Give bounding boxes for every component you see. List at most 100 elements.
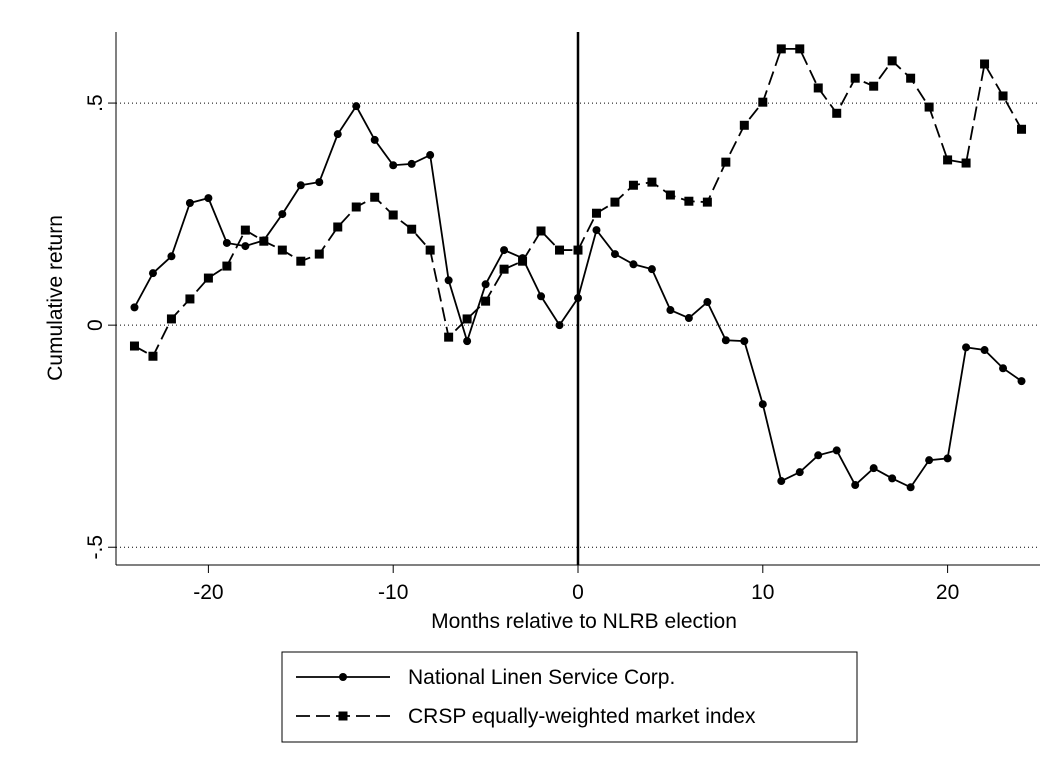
data-point	[185, 199, 194, 208]
data-point	[610, 197, 620, 207]
data-point	[148, 269, 157, 278]
data-point	[222, 261, 232, 271]
data-point	[924, 102, 934, 112]
data-point	[776, 44, 786, 54]
data-point	[241, 242, 250, 251]
data-point	[629, 260, 638, 269]
data-point	[370, 135, 379, 144]
data-point	[758, 97, 768, 107]
data-point	[518, 256, 528, 266]
data-point	[999, 364, 1008, 373]
data-point	[222, 238, 231, 247]
data-point	[351, 202, 361, 212]
data-point	[795, 44, 805, 54]
data-point	[574, 294, 582, 303]
x-tick-label: -10	[378, 581, 408, 604]
data-point	[721, 336, 730, 345]
data-point	[277, 245, 287, 255]
data-point	[352, 102, 361, 111]
legend-marker	[338, 711, 348, 721]
data-point	[388, 210, 398, 220]
data-point	[591, 208, 601, 218]
data-point	[869, 464, 878, 473]
data-point	[684, 314, 693, 323]
data-point	[814, 451, 823, 460]
data-point	[425, 245, 435, 255]
data-point	[573, 245, 583, 255]
data-point	[832, 446, 841, 455]
data-point	[444, 276, 453, 285]
data-point	[961, 158, 971, 168]
legend-box	[281, 651, 858, 743]
data-point	[740, 337, 749, 346]
data-point	[463, 337, 472, 346]
y-tick-label: -.5	[84, 535, 107, 560]
data-point	[370, 192, 380, 202]
data-point	[721, 157, 731, 167]
data-point	[702, 197, 712, 207]
data-point	[777, 477, 786, 486]
data-point	[980, 59, 990, 69]
data-point	[998, 91, 1008, 101]
legend-label: National Linen Service Corp.	[408, 666, 675, 689]
data-point	[333, 222, 343, 232]
data-point	[129, 341, 139, 351]
data-point	[813, 83, 823, 93]
data-point	[555, 321, 564, 330]
data-point	[925, 456, 934, 465]
data-point	[481, 296, 491, 306]
data-point	[943, 454, 952, 463]
data-point	[204, 194, 213, 203]
data-point	[426, 151, 435, 160]
data-point	[739, 120, 749, 130]
data-point	[647, 265, 656, 274]
x-tick-label: 0	[572, 581, 584, 604]
data-point	[610, 250, 619, 259]
legend-marker	[339, 673, 347, 681]
data-point	[166, 314, 176, 324]
data-point	[407, 159, 416, 168]
data-point	[444, 332, 454, 342]
y-axis-label: Cumulative return	[44, 215, 67, 381]
data-point	[130, 303, 139, 312]
x-tick-label: -20	[193, 581, 223, 604]
data-point	[167, 252, 176, 261]
data-point	[906, 73, 916, 83]
data-point	[296, 256, 306, 266]
data-point	[962, 343, 971, 352]
data-point	[315, 178, 324, 187]
y-tick-label: .5	[84, 94, 107, 112]
data-point	[314, 249, 324, 259]
data-point	[703, 298, 712, 307]
data-point	[278, 210, 287, 219]
data-point	[1017, 124, 1027, 134]
data-point	[499, 264, 509, 274]
data-point	[906, 483, 915, 492]
x-tick-label: 20	[936, 581, 959, 604]
data-point	[832, 108, 842, 118]
x-axis-label: Months relative to NLRB election	[431, 610, 737, 633]
data-point	[684, 196, 694, 206]
data-point	[850, 73, 860, 83]
data-point	[537, 292, 546, 301]
data-point	[887, 56, 897, 66]
data-point	[333, 130, 342, 139]
data-point	[758, 400, 767, 409]
data-point	[296, 181, 305, 190]
data-point	[185, 294, 195, 304]
data-point	[869, 81, 879, 91]
data-point	[943, 155, 953, 165]
data-point	[795, 468, 804, 477]
data-point	[389, 161, 398, 170]
data-point	[259, 236, 269, 246]
data-point	[536, 226, 546, 236]
data-point	[1017, 377, 1026, 386]
data-point	[481, 280, 490, 289]
data-point	[203, 273, 213, 283]
data-point	[888, 474, 897, 483]
data-point	[148, 351, 158, 361]
data-point	[980, 346, 989, 355]
y-tick-label: 0	[84, 319, 107, 331]
